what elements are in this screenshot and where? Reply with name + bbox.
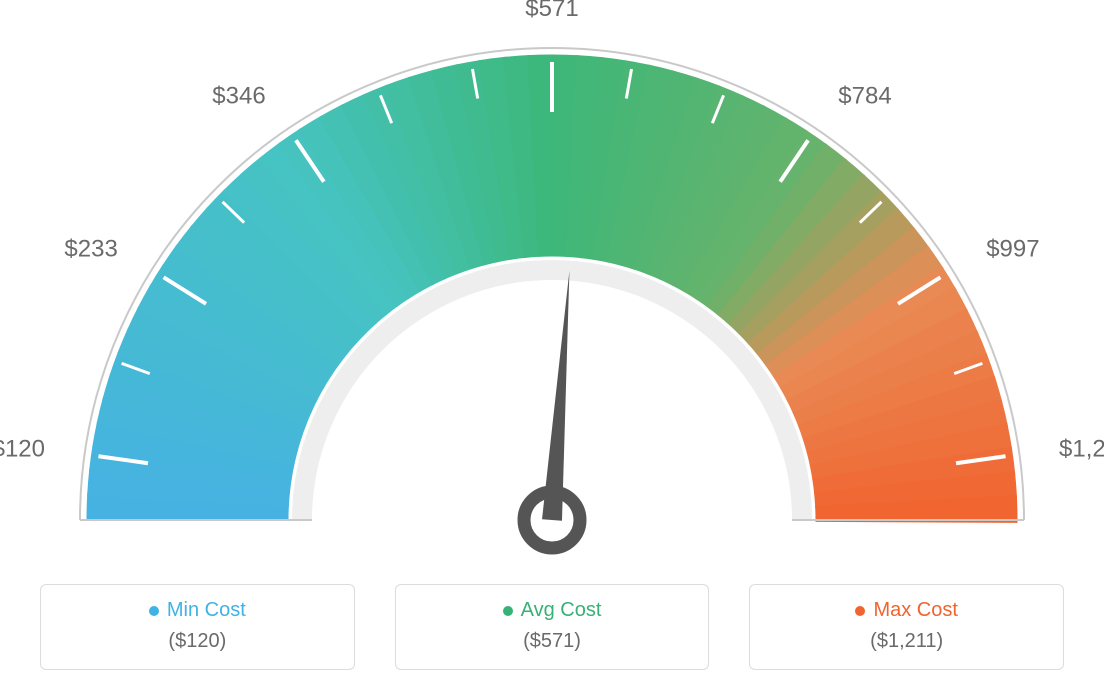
gauge-svg: $120 $233 $346 $571 $784 $997 $1,211 [0,0,1104,570]
tick-label: $1,211 [1059,436,1104,463]
legend-label-max: Max Cost [873,599,957,622]
legend-value-avg: ($571) [396,630,709,653]
tick-label: $346 [212,83,265,110]
legend-card-avg: Avg Cost ($571) [395,584,710,670]
tick-label: $997 [986,236,1039,263]
legend-label-min: Min Cost [167,599,246,622]
cost-gauge-chart: $120 $233 $346 $571 $784 $997 $1,211 Min Cost … [0,0,1104,690]
legend-title-min: Min Cost [41,599,354,622]
tick-label: $571 [525,0,578,22]
legend-title-max: Max Cost [750,599,1063,622]
legend-row: Min Cost ($120) Avg Cost ($571) Max Cost… [0,584,1104,670]
tick-label: $784 [838,83,891,110]
tick-label: $233 [64,236,117,263]
legend-value-min: ($120) [41,630,354,653]
dot-icon [149,606,159,616]
legend-card-max: Max Cost ($1,211) [749,584,1064,670]
legend-title-avg: Avg Cost [396,599,709,622]
legend-label-avg: Avg Cost [521,599,602,622]
dot-icon [503,606,513,616]
dot-icon [855,606,865,616]
legend-value-max: ($1,211) [750,630,1063,653]
needle [542,271,569,521]
tick-label: $120 [0,436,45,463]
legend-card-min: Min Cost ($120) [40,584,355,670]
